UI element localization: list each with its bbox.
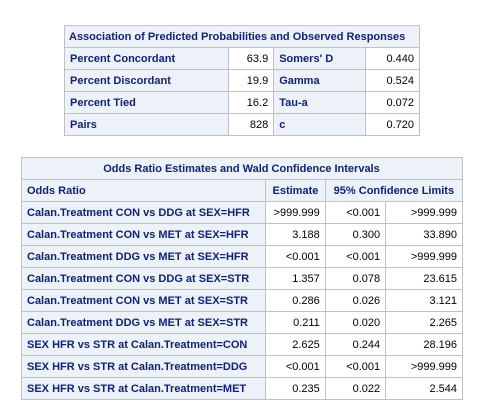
odds-ratio-label: Calan.Treatment CON vs MET at SEX=HFR: [20, 223, 267, 246]
lower-limit-value: 0.078: [324, 267, 387, 290]
table-row: Calan.Treatment CON vs DDG at SEX=HFR >9…: [20, 201, 463, 224]
table-row: Calan.Treatment CON vs MET at SEX=HFR 3.…: [20, 223, 463, 246]
upper-limit-value: 23.615: [385, 267, 463, 290]
upper-limit-value: >999.999: [385, 355, 463, 378]
stat-value: 0.440: [364, 47, 421, 70]
table-row: SEX HFR vs STR at Calan.Treatment=DDG <0…: [20, 355, 463, 378]
lower-limit-value: <0.001: [324, 201, 387, 224]
upper-limit-value: 28.196: [385, 333, 463, 356]
odds-ratio-label: Calan.Treatment DDG vs MET at SEX=STR: [20, 311, 267, 334]
upper-limit-value: >999.999: [385, 201, 463, 224]
stat-value: 0.720: [364, 113, 421, 136]
upper-limit-value: 3.121: [385, 289, 463, 312]
estimate-value: 0.286: [265, 289, 326, 312]
association-table-title: Association of Predicted Probabilities a…: [64, 25, 420, 48]
estimate-value: 0.211: [265, 311, 326, 334]
odds-ratio-label: Calan.Treatment DDG vs MET at SEX=HFR: [20, 245, 267, 268]
lower-limit-value: <0.001: [324, 245, 387, 268]
stat-value: 0.524: [364, 69, 421, 92]
table-row: Calan.Treatment CON vs DDG at SEX=STR 1.…: [20, 267, 463, 290]
odds-ratio-label: Calan.Treatment CON vs DDG at SEX=STR: [20, 267, 267, 290]
odds-ratio-label: SEX HFR vs STR at Calan.Treatment=CON: [20, 333, 267, 356]
stat-value: 828: [227, 113, 275, 136]
estimate-value: <0.001: [265, 355, 326, 378]
lower-limit-value: 0.300: [324, 223, 387, 246]
estimate-value: 3.188: [265, 223, 326, 246]
stat-label: Tau-a: [273, 91, 366, 114]
table-row: SEX HFR vs STR at Calan.Treatment=MET 0.…: [20, 377, 463, 400]
lower-limit-value: 0.022: [324, 377, 387, 400]
table-row: Pairs 828 c 0.720: [64, 113, 421, 136]
stat-label: Pairs: [64, 113, 229, 136]
estimate-value: 1.357: [265, 267, 326, 290]
estimate-value: 2.625: [265, 333, 326, 356]
table-row: Calan.Treatment CON vs MET at SEX=STR 0.…: [20, 289, 463, 312]
column-header-confidence-limits: 95% Confidence Limits: [324, 179, 464, 202]
table-row: Calan.Treatment DDG vs MET at SEX=STR 0.…: [20, 311, 463, 334]
stat-label: Somers' D: [273, 47, 366, 70]
upper-limit-value: 2.544: [385, 377, 463, 400]
estimate-value: <0.001: [265, 245, 326, 268]
odds-ratio-label: Calan.Treatment CON vs DDG at SEX=HFR: [20, 201, 267, 224]
upper-limit-value: >999.999: [385, 245, 463, 268]
table-row: Percent Concordant 63.9 Somers' D 0.440: [64, 47, 421, 70]
estimate-value: 0.235: [265, 377, 326, 400]
stat-value: 0.072: [364, 91, 421, 114]
lower-limit-value: 0.026: [324, 289, 387, 312]
odds-ratio-label: SEX HFR vs STR at Calan.Treatment=MET: [20, 377, 267, 400]
table-header-row: Odds Ratio Estimate 95% Confidence Limit…: [20, 179, 464, 202]
odds-ratio-table: Odds Ratio Estimates and Wald Confidence…: [20, 157, 464, 400]
odds-ratio-label: Calan.Treatment CON vs MET at SEX=STR: [20, 289, 267, 312]
estimate-value: >999.999: [265, 201, 326, 224]
stat-value: 19.9: [227, 69, 275, 92]
stat-label: Percent Concordant: [64, 47, 229, 70]
stat-label: c: [273, 113, 366, 136]
odds-ratio-table-title: Odds Ratio Estimates and Wald Confidence…: [21, 157, 463, 180]
table-row: Percent Discordant 19.9 Gamma 0.524: [64, 69, 421, 92]
stat-label: Percent Tied: [64, 91, 229, 114]
stat-value: 63.9: [227, 47, 275, 70]
stat-label: Gamma: [273, 69, 366, 92]
stat-label: Percent Discordant: [64, 69, 229, 92]
lower-limit-value: 0.020: [324, 311, 387, 334]
column-header-odds-ratio: Odds Ratio: [20, 179, 267, 202]
table-row: Calan.Treatment DDG vs MET at SEX=HFR <0…: [20, 245, 463, 268]
upper-limit-value: 33.890: [385, 223, 463, 246]
table-row: SEX HFR vs STR at Calan.Treatment=CON 2.…: [20, 333, 463, 356]
stat-value: 16.2: [227, 91, 275, 114]
odds-ratio-label: SEX HFR vs STR at Calan.Treatment=DDG: [20, 355, 267, 378]
lower-limit-value: 0.244: [324, 333, 387, 356]
column-header-estimate: Estimate: [265, 179, 326, 202]
table-row: Percent Tied 16.2 Tau-a 0.072: [64, 91, 421, 114]
lower-limit-value: <0.001: [324, 355, 387, 378]
association-table: Association of Predicted Probabilities a…: [64, 25, 421, 136]
upper-limit-value: 2.265: [385, 311, 463, 334]
